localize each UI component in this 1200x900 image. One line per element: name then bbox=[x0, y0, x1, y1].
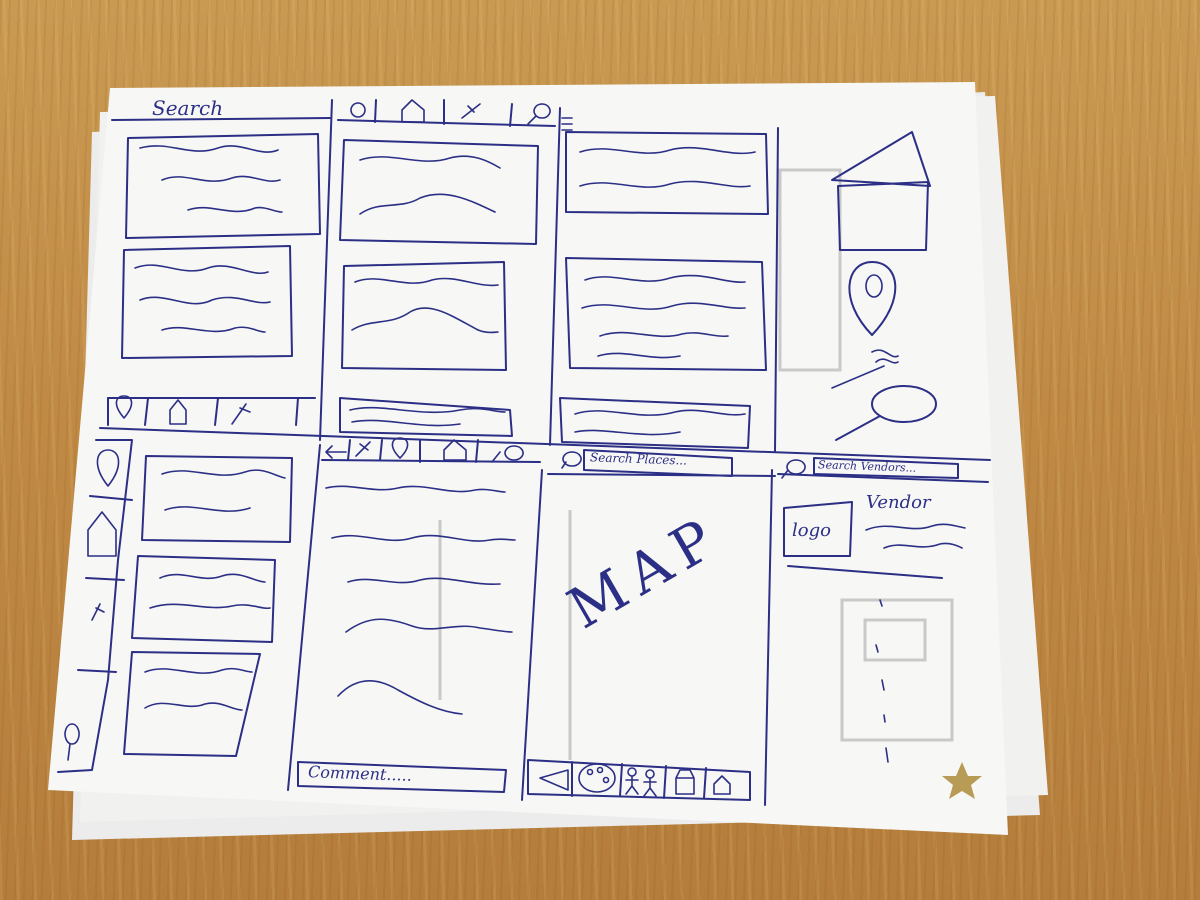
logo-label: logo bbox=[792, 520, 831, 541]
map-bottom-bar bbox=[527, 759, 751, 801]
pen-icon[interactable] bbox=[91, 603, 105, 621]
back-arrow-icon[interactable] bbox=[539, 769, 569, 791]
shop-icon[interactable] bbox=[675, 769, 695, 795]
comment-icon[interactable] bbox=[561, 451, 582, 469]
comment-input[interactable] bbox=[297, 761, 507, 793]
bleed-through-marks bbox=[438, 168, 954, 760]
search-vendors-placeholder: Search Vendors... bbox=[817, 458, 917, 475]
panel-cards bbox=[559, 131, 769, 449]
pen-icon bbox=[831, 349, 899, 389]
home-icon[interactable] bbox=[713, 775, 731, 795]
location-pin-icon[interactable] bbox=[96, 449, 120, 487]
home-icon bbox=[831, 131, 931, 251]
star-sticker bbox=[942, 762, 982, 799]
panel-grid bbox=[99, 99, 991, 806]
search-vendors-input[interactable] bbox=[813, 457, 959, 479]
panel-side-nav bbox=[57, 439, 293, 773]
pen-icon[interactable] bbox=[355, 441, 371, 457]
comment-icon bbox=[835, 385, 937, 441]
back-arrow-icon[interactable] bbox=[325, 445, 347, 459]
search-places-placeholder: Search Places... bbox=[589, 450, 688, 468]
pen-icon[interactable] bbox=[461, 103, 481, 119]
home-icon[interactable] bbox=[443, 439, 467, 461]
comment-icon[interactable] bbox=[64, 723, 80, 761]
vendor-heading: Vendor bbox=[866, 492, 931, 513]
panel-map bbox=[527, 449, 776, 801]
comment-icon[interactable] bbox=[491, 445, 524, 463]
location-pin-icon[interactable] bbox=[115, 395, 133, 419]
logo-box bbox=[783, 501, 853, 557]
panel-feed bbox=[337, 99, 573, 437]
home-icon[interactable] bbox=[169, 399, 187, 425]
menu-icon[interactable] bbox=[561, 117, 573, 131]
palette-icon[interactable] bbox=[578, 763, 616, 793]
comment-icon[interactable] bbox=[781, 459, 806, 479]
panel-icon-legend bbox=[831, 131, 937, 441]
panel-search-list bbox=[107, 133, 321, 426]
home-icon[interactable] bbox=[87, 511, 117, 557]
panel-article bbox=[297, 437, 541, 793]
search-places-input[interactable] bbox=[583, 449, 733, 477]
panel-vendors bbox=[777, 457, 989, 763]
location-pin-icon bbox=[848, 261, 897, 336]
paper-sheet-front bbox=[48, 82, 1008, 835]
people-icon[interactable] bbox=[625, 767, 657, 797]
home-icon[interactable] bbox=[401, 99, 425, 123]
comment-placeholder: Comment..... bbox=[307, 762, 413, 785]
location-pin-icon[interactable] bbox=[391, 437, 409, 459]
comment-icon[interactable] bbox=[527, 103, 551, 125]
search-heading: Search bbox=[152, 96, 224, 120]
pen-icon[interactable] bbox=[231, 403, 251, 425]
location-pin-icon[interactable] bbox=[350, 102, 366, 118]
